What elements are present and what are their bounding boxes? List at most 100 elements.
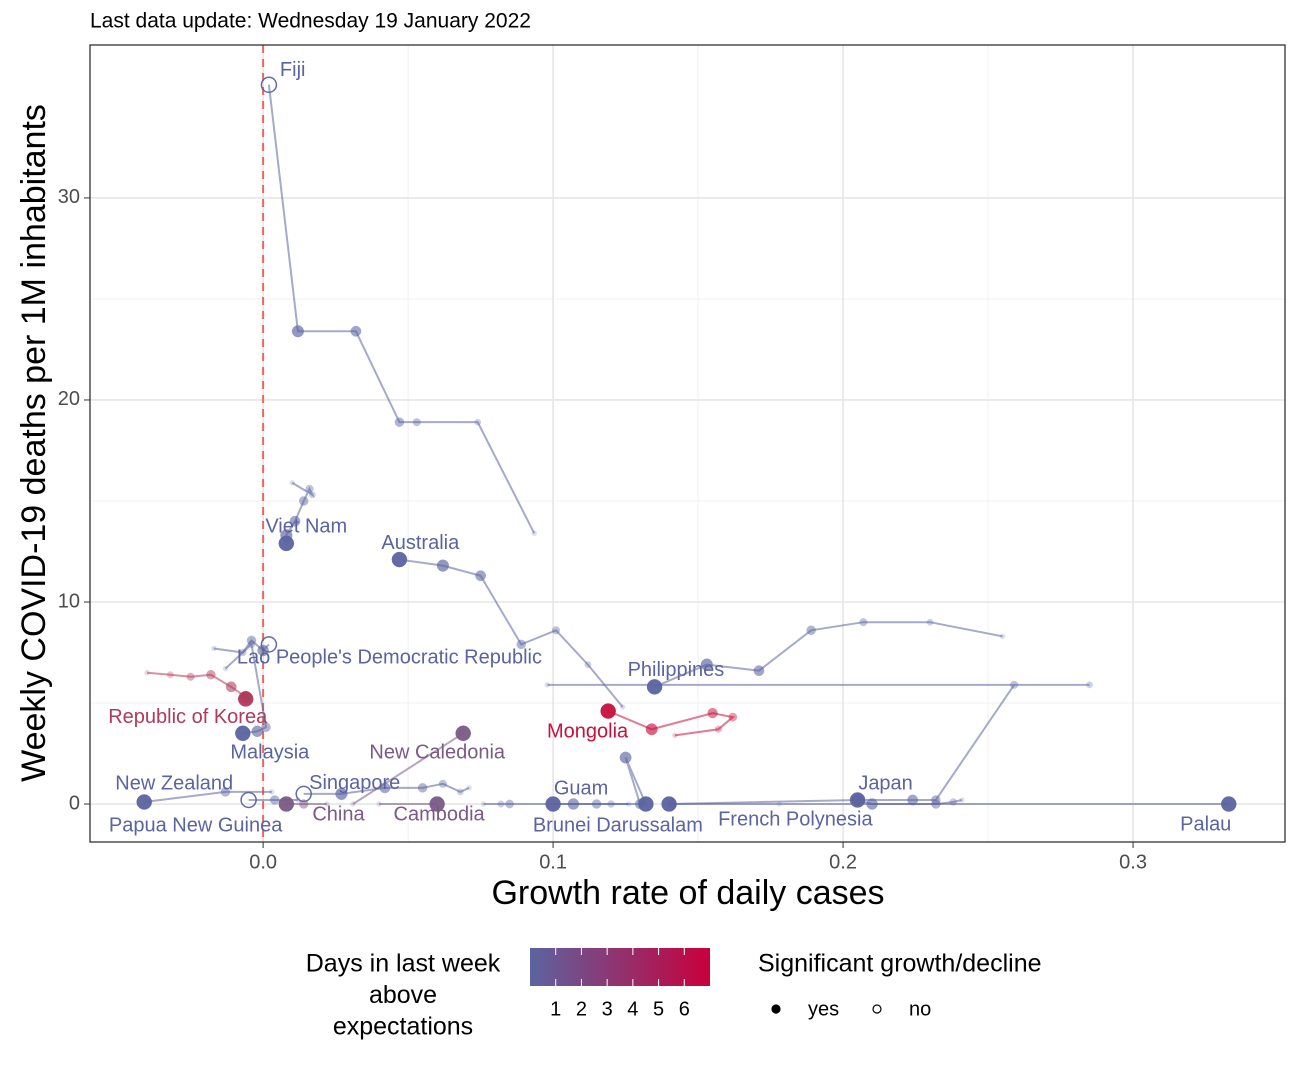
country-label: Guam: [554, 777, 608, 799]
data-point: [776, 801, 783, 807]
data-point: [298, 799, 309, 809]
data-point: [667, 799, 677, 809]
country-label: Japan: [858, 772, 913, 794]
data-point: [753, 665, 765, 677]
country-label: Palau: [1180, 813, 1231, 835]
country-label: Malaysia: [230, 742, 310, 764]
data-point: [859, 618, 868, 627]
data-point: [619, 704, 626, 710]
data-point: [260, 636, 278, 653]
data-point: [505, 799, 514, 809]
data-point: [619, 751, 632, 764]
data-point: [269, 789, 275, 795]
country-label: New Caledonia: [369, 742, 506, 764]
data-point: [436, 559, 449, 572]
data-point: [646, 679, 663, 695]
data-point: [278, 796, 295, 812]
data-point: [849, 792, 866, 808]
data-point: [531, 530, 537, 537]
legend-label: no: [909, 998, 931, 1020]
country-label: China: [312, 803, 365, 825]
data-point: [700, 658, 713, 671]
data-point: [474, 418, 482, 426]
country-label: New Zealand: [115, 772, 233, 794]
data-point: [261, 722, 271, 732]
data-point: [959, 797, 965, 803]
data-point: [225, 681, 237, 693]
country-label: Lao People's Democratic Republic: [237, 647, 542, 669]
y-axis-title: Weekly COVID-19 deaths per 1M inhabitant…: [15, 104, 53, 782]
y-tick-label: 10: [58, 590, 80, 612]
data-point: [260, 76, 278, 94]
data-point: [379, 782, 391, 794]
colorbar-tick-label: 1: [550, 998, 561, 1020]
colorbar: [530, 948, 710, 986]
data-point: [672, 732, 678, 739]
country-label: Singapore: [309, 772, 400, 794]
data-point: [289, 515, 301, 527]
y-tick-label: 30: [58, 186, 80, 208]
colorbar-tick-label: 2: [576, 998, 587, 1020]
x-tick-label: 0.0: [249, 851, 277, 873]
trajectory: [480, 751, 654, 812]
trajectory-line: [267, 84, 536, 534]
subtitle: Last data update: Wednesday 19 January 2…: [90, 10, 531, 33]
color-legend-title: expectations: [333, 1013, 473, 1041]
data-point: [999, 633, 1006, 640]
legend-label: yes: [808, 998, 839, 1020]
data-point: [289, 480, 295, 486]
data-point: [257, 644, 269, 657]
data-point: [1086, 681, 1093, 689]
data-point: [211, 645, 217, 652]
data-point: [480, 801, 487, 807]
data-point: [429, 796, 445, 812]
data-point: [391, 551, 408, 568]
x-tick-label: 0.1: [539, 851, 567, 873]
trajectory: [278, 480, 316, 552]
data-point: [247, 640, 256, 649]
colorbar-tick-label: 6: [679, 998, 690, 1020]
colorbar-tick-label: 3: [602, 998, 613, 1020]
data-point: [240, 791, 257, 809]
trajectory: [376, 796, 445, 812]
data-point: [278, 535, 295, 552]
trajectory: [222, 640, 271, 742]
data-point: [298, 496, 309, 506]
trajectory-line: [352, 732, 464, 805]
country-label: Fiji: [280, 59, 306, 81]
colorbar-tick-label: 5: [653, 998, 664, 1020]
data-point: [551, 626, 561, 635]
x-tick-label: 0.3: [1119, 851, 1147, 873]
data-point: [295, 785, 312, 803]
legend-symbol: [872, 1004, 882, 1014]
trajectory: [849, 792, 965, 810]
data-point: [412, 418, 421, 427]
data-point: [335, 787, 348, 801]
data-point: [417, 783, 428, 793]
data-point: [166, 671, 174, 679]
country-label: Cambodia: [394, 803, 486, 825]
trajectory: [391, 551, 626, 710]
country-label: Mongolia: [547, 720, 629, 742]
data-point: [220, 787, 231, 797]
color-legend-title: Days in last week: [306, 950, 501, 978]
country-label: Australia: [381, 532, 460, 554]
data-point: [222, 665, 229, 672]
data-point: [466, 785, 472, 791]
trajectory: [667, 796, 1237, 812]
data-point: [186, 672, 195, 681]
data-point: [516, 639, 526, 650]
y-tick-label: 20: [58, 388, 80, 410]
data-point: [600, 703, 616, 719]
data-point: [237, 691, 254, 707]
country-label: Brunei Darussalam: [533, 814, 703, 836]
x-axis-title: Growth rate of daily cases: [491, 874, 884, 912]
data-point: [475, 570, 487, 582]
data-point: [350, 801, 356, 807]
data-point: [455, 725, 471, 742]
trajectory: [144, 669, 254, 707]
x-tick-label: 0.2: [829, 851, 857, 873]
data-point: [907, 794, 919, 806]
country-label: Republic of Korea: [108, 706, 268, 728]
